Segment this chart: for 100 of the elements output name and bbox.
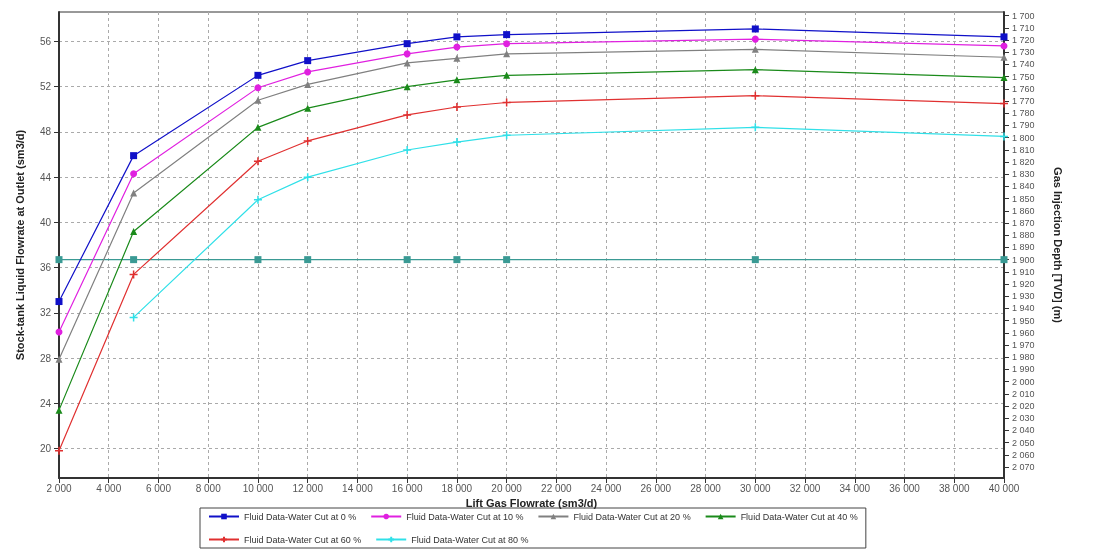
y2-tick-label: 2 000 [1012, 376, 1035, 387]
x-axis-title: Lift Gas Flowrate (sm3/d) [465, 497, 598, 510]
point [253, 195, 263, 205]
y2-tick-label: 1 710 [1012, 22, 1035, 33]
y2-tick-label: 1 990 [1012, 364, 1035, 375]
point [55, 406, 63, 414]
point [403, 50, 411, 58]
x-tick-label: 36 000 [889, 482, 921, 494]
x-tick-label: 18 000 [441, 482, 473, 494]
y2-tick-label: 1 810 [1012, 144, 1035, 155]
point [302, 136, 313, 146]
x-tick-label: 24 000 [590, 482, 622, 494]
y-tick-label: 44 [39, 171, 52, 183]
x-tick-label: 38 000 [938, 482, 970, 494]
point [751, 45, 759, 53]
point [1000, 74, 1008, 82]
point [304, 68, 312, 76]
point [55, 355, 63, 363]
x-tick-label: 20 000 [491, 482, 523, 494]
point [452, 102, 462, 112]
point [999, 131, 1009, 142]
point [54, 446, 64, 456]
point [503, 71, 511, 79]
y2-tick-label: 1 920 [1012, 279, 1035, 290]
x-tick-label: 26 000 [640, 482, 672, 494]
point [403, 83, 411, 91]
y-tick-label: 40 [39, 216, 52, 228]
point [304, 104, 312, 112]
point [254, 123, 262, 131]
y2-tick-label: 1 850 [1012, 193, 1035, 204]
y2-tick-label: 1 840 [1012, 181, 1035, 192]
x-tick-label: 2 000 [46, 482, 72, 494]
x-tick-label: 8 000 [195, 482, 222, 494]
y2-tick-label: 1 950 [1012, 315, 1035, 326]
point [751, 25, 759, 33]
point [302, 172, 313, 182]
point [55, 298, 63, 306]
x-tick-label: 34 000 [839, 482, 871, 494]
point [452, 137, 462, 147]
x-tick-label: 32 000 [789, 482, 821, 494]
point [304, 57, 312, 65]
x-tick-label: 10 000 [242, 482, 274, 494]
y2-tick-label: 1 880 [1012, 230, 1035, 241]
y2-tick-label: 1 830 [1012, 169, 1035, 180]
legend-label: Fluid Data-Water Cut at 40 % [740, 511, 858, 522]
point [453, 33, 461, 41]
y2-axis-title: Gas Injection Depth [TVD] (m) [1051, 167, 1064, 324]
y2-tick-label: 1 980 [1012, 352, 1035, 363]
x-tick-label: 28 000 [690, 482, 722, 494]
y2-tick-label: 2 070 [1012, 462, 1035, 473]
point [254, 84, 262, 92]
point [999, 98, 1009, 109]
point [403, 40, 411, 48]
y-axis-title: Stock-tank Liquid Flowrate at Outlet (sm3/d) [13, 129, 26, 361]
x-tick-label: 14 000 [342, 482, 374, 494]
y2-tick-label: 1 770 [1012, 96, 1035, 107]
x-tick-label: 30 000 [740, 482, 772, 494]
x-tick-label: 16 000 [391, 482, 423, 494]
y-tick-label: 56 [39, 35, 52, 47]
y-tick-label: 32 [39, 307, 52, 319]
y2-tick-label: 2 060 [1012, 449, 1035, 460]
point [254, 71, 262, 79]
point [1000, 53, 1008, 61]
point [253, 156, 263, 167]
y-tick-label: 52 [39, 81, 52, 93]
y2-tick-label: 1 900 [1012, 254, 1035, 265]
x-tick-label: 22 000 [541, 482, 573, 494]
y2-tick-label: 1 970 [1012, 340, 1035, 351]
y-tick-label: 36 [39, 262, 52, 274]
point [751, 35, 759, 43]
point [1000, 33, 1008, 41]
y-tick-label: 24 [39, 397, 52, 409]
y2-tick-label: 1 720 [1012, 35, 1035, 46]
legend-label: Fluid Data-Water Cut at 80 % [411, 534, 529, 545]
legend-label: Fluid Data-Water Cut at 20 % [573, 511, 691, 522]
y2-tick-label: 1 750 [1012, 71, 1035, 82]
point [130, 152, 138, 160]
legend-label: Fluid Data-Water Cut at 60 % [244, 534, 362, 545]
x-tick-label: 40 000 [988, 482, 1020, 494]
y2-tick-label: 1 910 [1012, 266, 1035, 277]
y-tick-label: 48 [39, 126, 52, 138]
y2-tick-label: 2 020 [1012, 401, 1035, 412]
point [130, 227, 138, 235]
y2-tick-label: 1 760 [1012, 83, 1035, 94]
point [130, 170, 138, 178]
point [503, 31, 511, 39]
y2-tick-label: 2 030 [1012, 413, 1035, 424]
y2-tick-label: 1 780 [1012, 108, 1035, 119]
point [453, 54, 461, 62]
y2-tick-label: 1 800 [1012, 132, 1035, 143]
point [503, 40, 511, 48]
x-tick-label: 4 000 [96, 482, 122, 494]
y2-tick-label: 2 050 [1012, 437, 1035, 448]
y2-tick-label: 1 960 [1012, 327, 1035, 338]
point [402, 110, 412, 120]
point [402, 145, 412, 155]
y2-tick-label: 1 940 [1012, 303, 1035, 314]
legend-label: Fluid Data-Water Cut at 10 % [406, 511, 524, 522]
y2-tick-label: 1 930 [1012, 291, 1035, 302]
x-tick-label: 6 000 [145, 482, 172, 494]
